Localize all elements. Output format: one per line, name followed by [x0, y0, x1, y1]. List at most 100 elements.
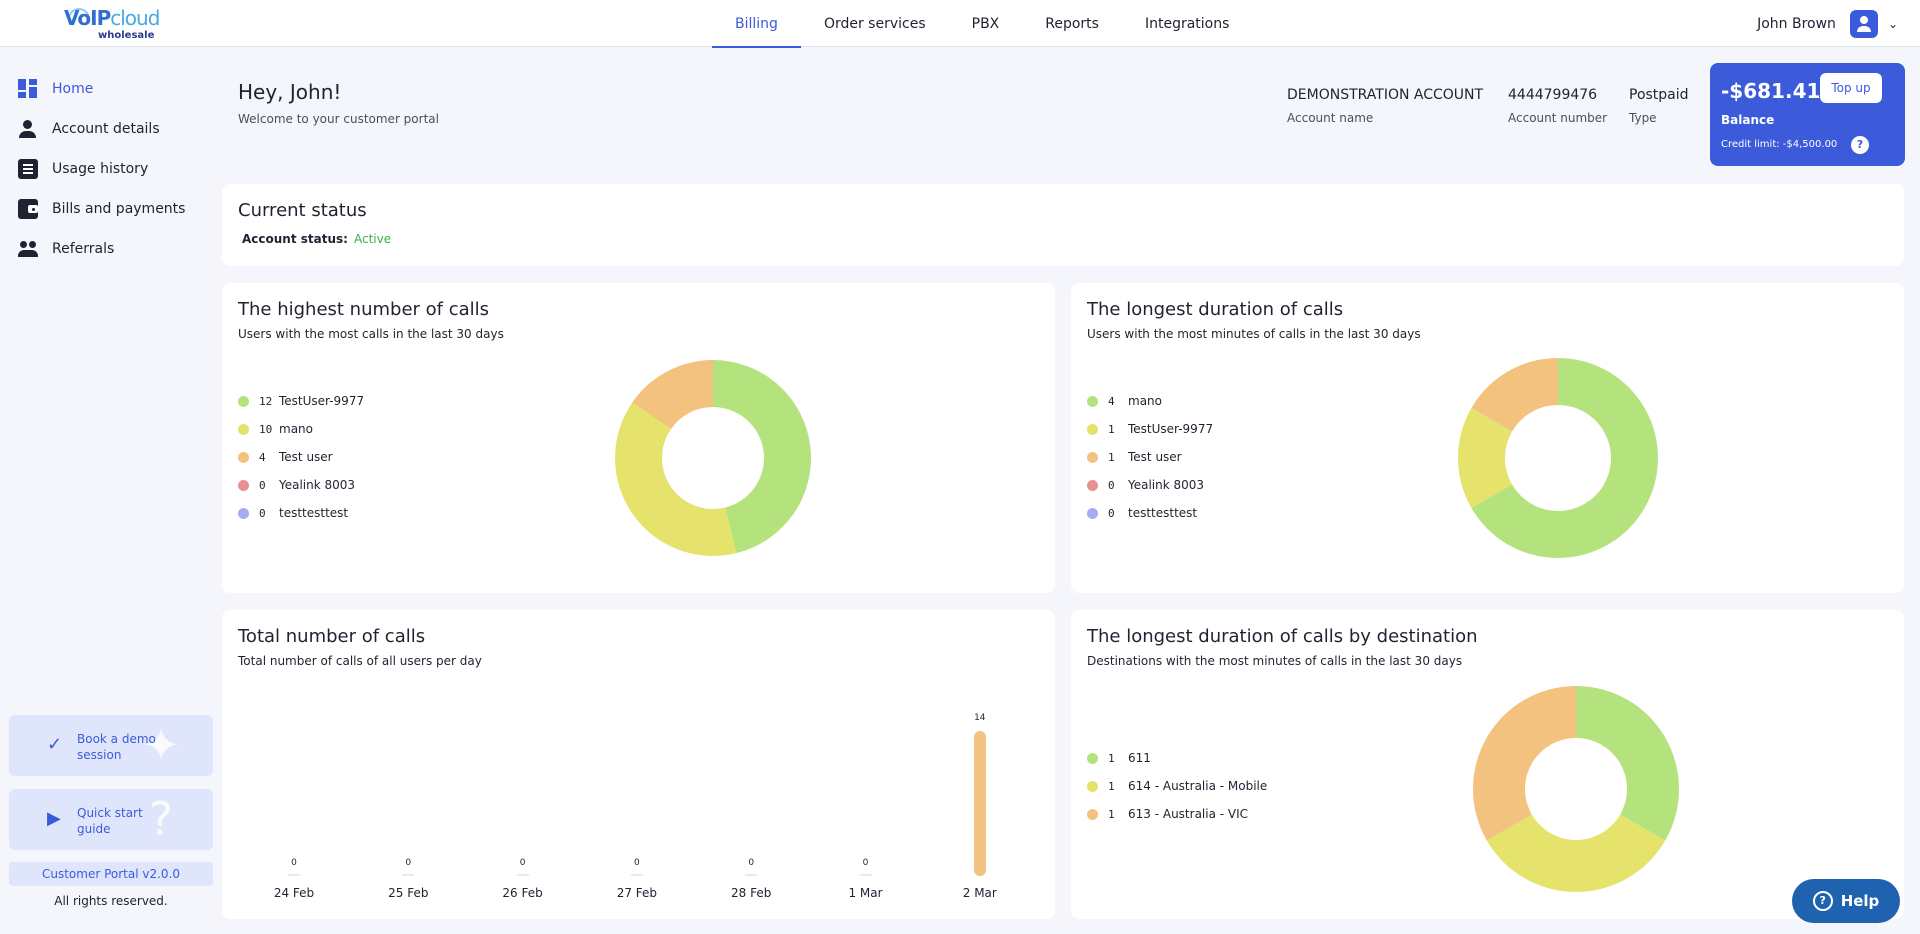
bar[interactable] — [516, 874, 529, 876]
x-tick-label: 25 Feb — [388, 886, 429, 900]
tab-pbx[interactable]: PBX — [971, 15, 1000, 32]
document-icon — [18, 159, 38, 179]
check-icon: ✓ — [47, 734, 63, 755]
sidebar-item-label: Home — [52, 81, 94, 97]
credit-help-icon[interactable]: ? — [1851, 136, 1869, 154]
legend-item[interactable]: 0 Yealink 8003 — [238, 471, 364, 499]
legend-dot-icon — [238, 479, 249, 491]
chart-subtitle: Destinations with the most minutes of ca… — [1087, 654, 1463, 668]
donut-slice-613-australia-vic[interactable] — [1473, 686, 1576, 841]
donut-slice-test-user[interactable] — [1471, 358, 1558, 432]
help-button[interactable]: ? Help — [1792, 879, 1900, 923]
rocket-decoration-icon: ✦ — [141, 718, 181, 772]
chart-title: The highest number of calls — [238, 299, 490, 320]
sidebar-item-home[interactable]: Home — [18, 78, 93, 100]
bar-value-label: 0 — [748, 858, 755, 868]
donut-slice-614-australia-mobile[interactable] — [1486, 814, 1666, 893]
page-subtitle: Welcome to your customer portal — [238, 112, 439, 126]
legend-label: 613 - Australia - VIC — [1128, 807, 1249, 821]
legend-value: 4 — [1108, 394, 1115, 408]
person-icon — [18, 119, 38, 139]
x-tick-label: 1 Mar — [848, 886, 883, 900]
chart-legend: 4 mano 1 TestUser-9977 1 Test user 0 Yealink 80… — [1087, 387, 1213, 527]
legend-item[interactable]: 1 614 - Australia - Mobile — [1087, 772, 1267, 800]
tab-reports[interactable]: Reports — [1045, 15, 1099, 32]
user-menu[interactable]: John Brown ⌄ — [1757, 10, 1898, 38]
logo-brand: VoIPcloud — [64, 6, 160, 30]
top-up-button[interactable]: Top up — [1820, 73, 1882, 103]
donut-slice-611[interactable] — [1576, 686, 1679, 841]
legend-value: 12 — [259, 394, 273, 408]
sidebar-item-account-details[interactable]: Account details — [18, 118, 160, 140]
legend-dot-icon — [238, 451, 249, 463]
bar-value-label: 14 — [974, 713, 986, 723]
legend-value: 0 — [1108, 506, 1115, 520]
legend-item[interactable]: 0 testtesttest — [238, 499, 364, 527]
chart-subtitle: Users with the most minutes of calls in … — [1087, 327, 1421, 341]
donut-slice-mano[interactable] — [615, 402, 737, 556]
legend-label: testtesttest — [1128, 506, 1198, 520]
quick-start-guide-button[interactable]: ? ▶ Quick start guide — [9, 789, 213, 850]
legend-item[interactable]: 1 613 - Australia - VIC — [1087, 800, 1267, 828]
chart-title: The longest duration of calls by destina… — [1087, 626, 1478, 647]
legend-value: 0 — [1108, 478, 1115, 492]
legend-dot-icon — [1087, 395, 1098, 407]
status-badge: Active — [353, 232, 392, 246]
donut-slice-mano[interactable] — [1471, 358, 1658, 558]
sidebar-item-bills-and-payments[interactable]: Bills and payments — [18, 198, 185, 220]
legend-item[interactable]: 4 Test user — [238, 443, 364, 471]
user-avatar-icon[interactable] — [1849, 10, 1878, 38]
account-number-value: 4444799476 — [1508, 87, 1598, 103]
legend-item[interactable]: 1 611 — [1087, 744, 1267, 772]
legend-label: Yealink 8003 — [279, 478, 356, 492]
bar[interactable] — [973, 731, 986, 876]
balance-label: Balance — [1721, 113, 1775, 127]
chart-title: Total number of calls — [238, 626, 426, 647]
bar[interactable] — [630, 874, 643, 876]
sidebar-item-referrals[interactable]: Referrals — [18, 238, 114, 260]
account-name-value: DEMONSTRATION ACCOUNT — [1287, 87, 1484, 103]
sidebar-item-usage-history[interactable]: Usage history — [18, 158, 148, 180]
legend-item[interactable]: 1 TestUser-9977 — [1087, 415, 1213, 443]
logo-sub: wholesale — [98, 30, 155, 41]
group-icon — [18, 239, 38, 259]
bar[interactable] — [402, 874, 415, 876]
x-tick-label: 28 Feb — [731, 886, 772, 900]
balance-card: -$681.41 Top up Balance Credit limit: -$… — [1710, 63, 1905, 166]
legend-item[interactable]: 1 Test user — [1087, 443, 1213, 471]
legend-value: 1 — [1108, 450, 1115, 464]
account-number-block: 4444799476 Account number — [1508, 87, 1607, 125]
help-question-icon: ? — [1812, 891, 1833, 911]
chevron-down-icon[interactable]: ⌄ — [1887, 17, 1898, 31]
legend-item[interactable]: 10 mano — [238, 415, 364, 443]
tab-integrations[interactable]: Integrations — [1144, 15, 1230, 32]
destination-donut — [1473, 686, 1679, 893]
voipcloud-logo[interactable]: VoIPcloud wholesale — [64, 6, 160, 42]
legend-label: Test user — [1128, 450, 1182, 464]
donut-slice-testuser-9977[interactable] — [713, 360, 811, 554]
donut-slice-test-user[interactable] — [632, 360, 713, 430]
legend-item[interactable]: 4 mano — [1087, 387, 1213, 415]
sidebar-item-label: Usage history — [52, 161, 149, 177]
legend-dot-icon — [1087, 752, 1098, 764]
book-demo-label: Book a demo session — [77, 732, 156, 762]
legend-item[interactable]: 0 Yealink 8003 — [1087, 471, 1213, 499]
current-status-title: Current status — [238, 200, 367, 221]
legend-item[interactable]: 0 testtesttest — [1087, 499, 1213, 527]
legend-value: 1 — [1108, 779, 1115, 793]
tab-order-services[interactable]: Order services — [823, 15, 926, 32]
legend-dot-icon — [1087, 423, 1098, 435]
legend-value: 0 — [259, 478, 266, 492]
total-calls-card: Total number of calls Total number of ca… — [222, 610, 1055, 919]
bar[interactable] — [745, 874, 758, 876]
account-type-label: Type — [1629, 111, 1657, 125]
chart-legend: 12 TestUser-9977 10 mano 4 Test user 0 Yealink … — [238, 387, 364, 527]
bar[interactable] — [288, 874, 300, 876]
tab-billing[interactable]: Billing — [712, 0, 801, 48]
account-type-value: Postpaid — [1629, 87, 1689, 103]
legend-item[interactable]: 12 TestUser-9977 — [238, 387, 364, 415]
bar[interactable] — [859, 874, 872, 876]
page-title: Hey, John! — [238, 80, 342, 104]
book-demo-button[interactable]: ✦ ✓ Book a demo session — [9, 715, 213, 776]
donut-slice-testuser-9977[interactable] — [1458, 408, 1513, 508]
